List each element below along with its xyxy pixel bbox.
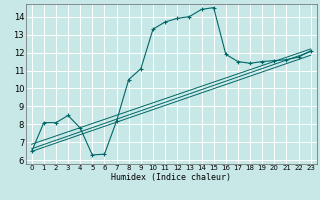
X-axis label: Humidex (Indice chaleur): Humidex (Indice chaleur) <box>111 173 231 182</box>
